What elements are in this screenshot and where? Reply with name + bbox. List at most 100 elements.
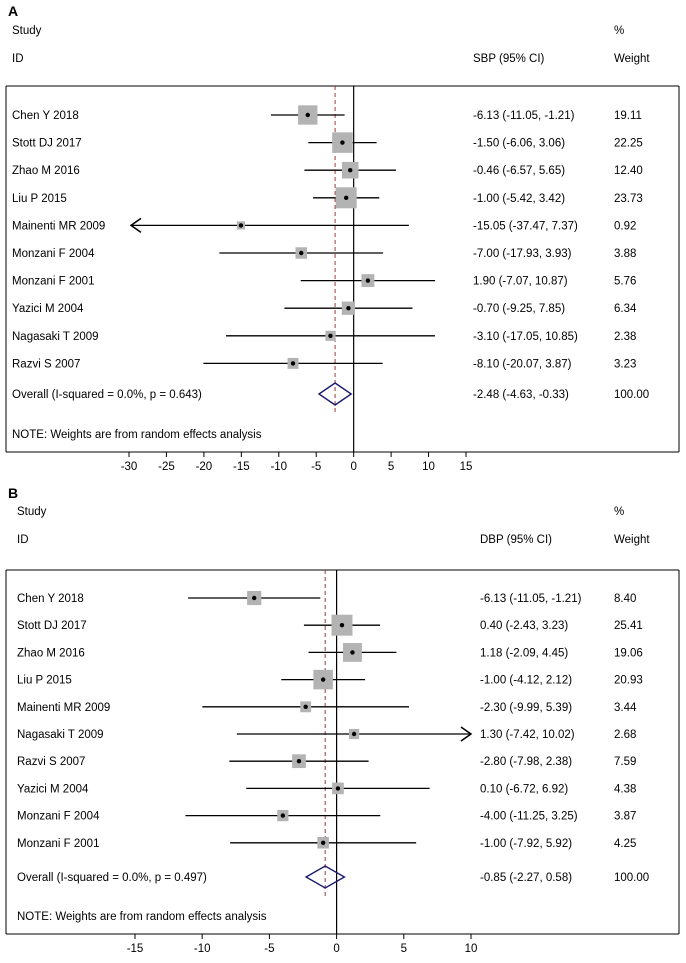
- point-estimate: [303, 704, 308, 709]
- study-weight: 3.44: [614, 702, 637, 714]
- study-ci-text: -8.10 (-20.07, 3.87): [473, 358, 572, 370]
- study-weight: 19.06: [614, 647, 643, 659]
- point-estimate: [280, 813, 286, 818]
- study-weight: 4.25: [614, 838, 636, 850]
- ci-arrow-right: [460, 726, 473, 742]
- study-label: Mainenti MR 2009: [12, 220, 105, 232]
- point-estimate: [350, 650, 355, 655]
- header-id: ID: [17, 534, 29, 546]
- study-weight: 12.40: [614, 165, 643, 177]
- study-ci-text: -6.13 (-11.05, -1.21): [480, 593, 582, 605]
- study-label: Nagasaki T 2009: [12, 331, 99, 343]
- study-ci-text: 1.18 (-2.09, 4.45): [480, 647, 568, 659]
- study-weight: 3.23: [614, 358, 636, 370]
- study-label: Razvi S 2007: [12, 358, 80, 370]
- point-estimate: [305, 112, 310, 118]
- study-weight: 6.34: [614, 303, 637, 315]
- overall-label: Overall (I-squared = 0.0%, p = 0.643): [12, 389, 202, 401]
- header-measure: DBP (95% CI): [480, 534, 552, 546]
- x-tick-label: 10: [465, 943, 478, 955]
- x-tick-label: 5: [388, 461, 394, 473]
- header-study: Study: [12, 25, 42, 37]
- point-estimate: [290, 361, 296, 366]
- x-tick-label: -10: [194, 943, 211, 955]
- overall-ci-text: -0.85 (-2.27, 0.58): [480, 872, 572, 884]
- study-ci-text: -1.00 (-4.12, 2.12): [480, 675, 572, 687]
- overall-weight: 100.00: [614, 872, 649, 884]
- study-label: Chen Y 2018: [12, 110, 79, 122]
- study-ci-text: -1.50 (-6.06, 3.06): [473, 138, 565, 150]
- point-estimate: [339, 623, 345, 628]
- point-estimate: [335, 786, 341, 791]
- point-estimate: [238, 223, 244, 228]
- study-label: Liu P 2015: [12, 193, 67, 205]
- note-text: NOTE: Weights are from random effects an…: [12, 429, 262, 441]
- study-label: Chen Y 2018: [17, 593, 84, 605]
- header-weight: Weight: [614, 534, 650, 546]
- study-label: Yazici M 2004: [12, 303, 84, 315]
- study-ci-text: 0.10 (-6.72, 6.92): [480, 783, 568, 795]
- x-tick-label: -15: [233, 461, 250, 473]
- study-label: Razvi S 2007: [17, 756, 85, 768]
- study-label: Zhao M 2016: [12, 165, 80, 177]
- study-weight: 2.68: [614, 729, 636, 741]
- header-measure: SBP (95% CI): [473, 53, 545, 65]
- study-ci-text: -15.05 (-37.47, 7.37): [473, 220, 578, 232]
- study-label: Yazici M 2004: [17, 783, 89, 795]
- study-label: Liu P 2015: [17, 675, 72, 687]
- study-weight: 25.41: [614, 620, 643, 632]
- point-estimate: [365, 278, 371, 283]
- x-tick-label: -15: [127, 943, 144, 955]
- ci-arrow-left: [129, 217, 142, 234]
- point-estimate: [296, 759, 302, 764]
- point-estimate: [252, 595, 257, 601]
- overall-weight: 100.00: [614, 389, 649, 401]
- study-ci-text: 1.30 (-7.42, 10.02): [480, 729, 575, 741]
- study-ci-text: 1.90 (-7.07, 10.87): [473, 276, 568, 288]
- study-ci-text: -1.00 (-7.92, 5.92): [480, 838, 572, 850]
- study-weight: 4.38: [614, 783, 636, 795]
- point-estimate: [348, 168, 353, 173]
- x-tick-label: -5: [311, 461, 321, 473]
- x-tick-label: 0: [333, 943, 339, 955]
- study-ci-text: -2.80 (-7.98, 2.38): [480, 756, 572, 768]
- header-id: ID: [12, 53, 24, 65]
- header-study: Study: [17, 506, 47, 518]
- study-label: Monzani F 2004: [12, 248, 95, 260]
- study-ci-text: -0.70 (-9.25, 7.85): [473, 303, 565, 315]
- point-estimate: [299, 250, 304, 256]
- study-label: Stott DJ 2017: [12, 138, 82, 150]
- study-weight: 3.87: [614, 811, 636, 823]
- study-weight: 20.93: [614, 675, 643, 687]
- study-weight: 0.92: [614, 220, 636, 232]
- overall-diamond: [317, 382, 353, 406]
- study-weight: 8.40: [614, 593, 636, 605]
- study-ci-text: -7.00 (-17.93, 3.93): [473, 248, 572, 260]
- point-estimate: [320, 840, 326, 845]
- overall-diamond: [304, 865, 346, 889]
- study-ci-text: 0.40 (-2.43, 3.23): [480, 620, 568, 632]
- panel-label: B: [8, 485, 18, 501]
- study-weight: 3.88: [614, 248, 636, 260]
- study-label: Monzani F 2001: [17, 838, 99, 850]
- note-text: NOTE: Weights are from random effects an…: [17, 911, 267, 923]
- study-ci-text: -2.30 (-9.99, 5.39): [480, 702, 572, 714]
- point-estimate: [343, 195, 349, 200]
- study-weight: 2.38: [614, 331, 636, 343]
- panel-label: A: [8, 3, 18, 19]
- header-percent: %: [614, 506, 624, 518]
- study-label: Nagasaki T 2009: [17, 729, 104, 741]
- point-estimate: [351, 731, 357, 737]
- x-tick-label: -10: [270, 461, 287, 473]
- study-ci-text: -1.00 (-5.42, 3.42): [473, 193, 565, 205]
- x-tick-label: -25: [158, 461, 175, 473]
- study-ci-text: -6.13 (-11.05, -1.21): [473, 110, 575, 122]
- study-label: Mainenti MR 2009: [17, 702, 110, 714]
- x-tick-label: -20: [196, 461, 213, 473]
- header-percent: %: [614, 25, 624, 37]
- study-ci-text: -4.00 (-11.25, 3.25): [480, 811, 578, 823]
- study-weight: 23.73: [614, 193, 643, 205]
- overall-label: Overall (I-squared = 0.0%, p = 0.497): [17, 872, 207, 884]
- x-tick-label: 15: [460, 461, 473, 473]
